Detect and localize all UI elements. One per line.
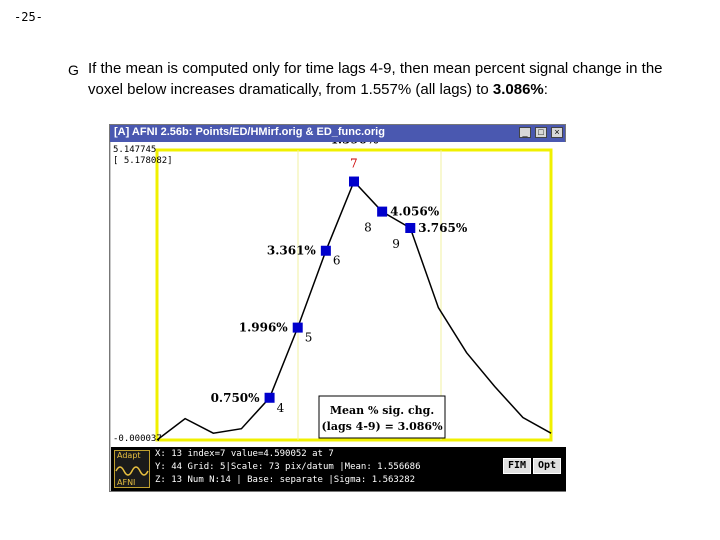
lag-number-7: 7 bbox=[350, 157, 358, 171]
annotation-line2: (lags 4-9) = 3.086% bbox=[321, 420, 443, 433]
value-label-6: 3.361% bbox=[267, 244, 317, 258]
afni-logo-bottom: AFNI bbox=[117, 478, 136, 487]
close-button[interactable]: × bbox=[551, 127, 563, 138]
graph-area[interactable]: 5.147745 [ 5.178082] -0.000037 4 0.750% 5 1… bbox=[111, 133, 566, 447]
lag-number-4: 4 bbox=[277, 401, 285, 415]
graph-border bbox=[155, 148, 553, 442]
lag-number-9: 9 bbox=[392, 237, 400, 251]
control-panel: Adapt AFNI X: 13 index=7 value=4.590052 … bbox=[111, 447, 566, 491]
afni-logo-top: Adapt bbox=[117, 451, 141, 460]
value-label-7: 4.590% bbox=[330, 142, 380, 147]
minimize-button[interactable]: _ bbox=[519, 127, 531, 138]
lag-marker-7 bbox=[349, 176, 359, 187]
paragraph-highlight: 3.086% bbox=[492, 81, 544, 98]
y-max-bracket-label: [ 5.178082] bbox=[113, 156, 173, 166]
lag-marker-6 bbox=[320, 245, 331, 256]
info-line-3: Z: 13 Num N:14 | Base: separate |Sigma: … bbox=[155, 475, 416, 485]
lag-marker-8 bbox=[377, 206, 388, 217]
info-line-2: Y: 44 Grid: 5|Scale: 73 pix/datum |Mean:… bbox=[155, 462, 421, 472]
afni-graph-window: [A] AFNI 2.56b: Points/ED/HMirf.orig & E… bbox=[109, 124, 566, 492]
lag-number-5: 5 bbox=[305, 331, 313, 345]
afni-logo-icon[interactable]: Adapt AFNI bbox=[114, 450, 150, 488]
opt-button[interactable]: Opt bbox=[533, 458, 561, 474]
lag-points: 4 0.750% 5 1.996% 6 3.361% 7 4.590% 8 4.056% 9 3.76… bbox=[211, 133, 468, 415]
lag-number-8: 8 bbox=[364, 221, 372, 235]
bullet-icon: G bbox=[68, 62, 79, 78]
description-paragraph: If the mean is computed only for time la… bbox=[88, 58, 688, 100]
value-label-4: 0.750% bbox=[211, 391, 261, 405]
lag-marker-5 bbox=[292, 322, 303, 333]
annotation-box bbox=[318, 395, 446, 439]
lag-marker-4 bbox=[264, 392, 275, 403]
lag-marker-9 bbox=[405, 222, 416, 233]
window-titlebar[interactable]: [A] AFNI 2.56b: Points/ED/HMirf.orig & E… bbox=[110, 125, 565, 142]
value-label-5: 1.996% bbox=[239, 321, 289, 335]
paragraph-text: If the mean is computed only for time la… bbox=[88, 60, 663, 98]
info-line-1: X: 13 index=7 value=4.590052 at 7 bbox=[155, 449, 334, 459]
fim-button[interactable]: FIM bbox=[503, 458, 531, 474]
window-title: [A] AFNI 2.56b: Points/ED/HMirf.orig & E… bbox=[114, 126, 385, 138]
value-label-8: 4.056% bbox=[390, 205, 440, 219]
value-label-9: 3.765% bbox=[418, 221, 468, 235]
wave-icon bbox=[115, 466, 149, 476]
page-number: -25- bbox=[14, 10, 43, 24]
graph-plot: 5.147745 [ 5.178082] -0.000037 4 0.750% 5 1… bbox=[113, 133, 553, 444]
y-max-label: 5.147745 bbox=[113, 145, 156, 155]
maximize-button[interactable]: □ bbox=[535, 127, 547, 138]
lag-number-6: 6 bbox=[333, 254, 341, 268]
y-min-label: -0.000037 bbox=[113, 434, 162, 444]
annotation-line1: Mean % sig. chg. bbox=[330, 404, 434, 417]
paragraph-end: : bbox=[543, 81, 548, 98]
